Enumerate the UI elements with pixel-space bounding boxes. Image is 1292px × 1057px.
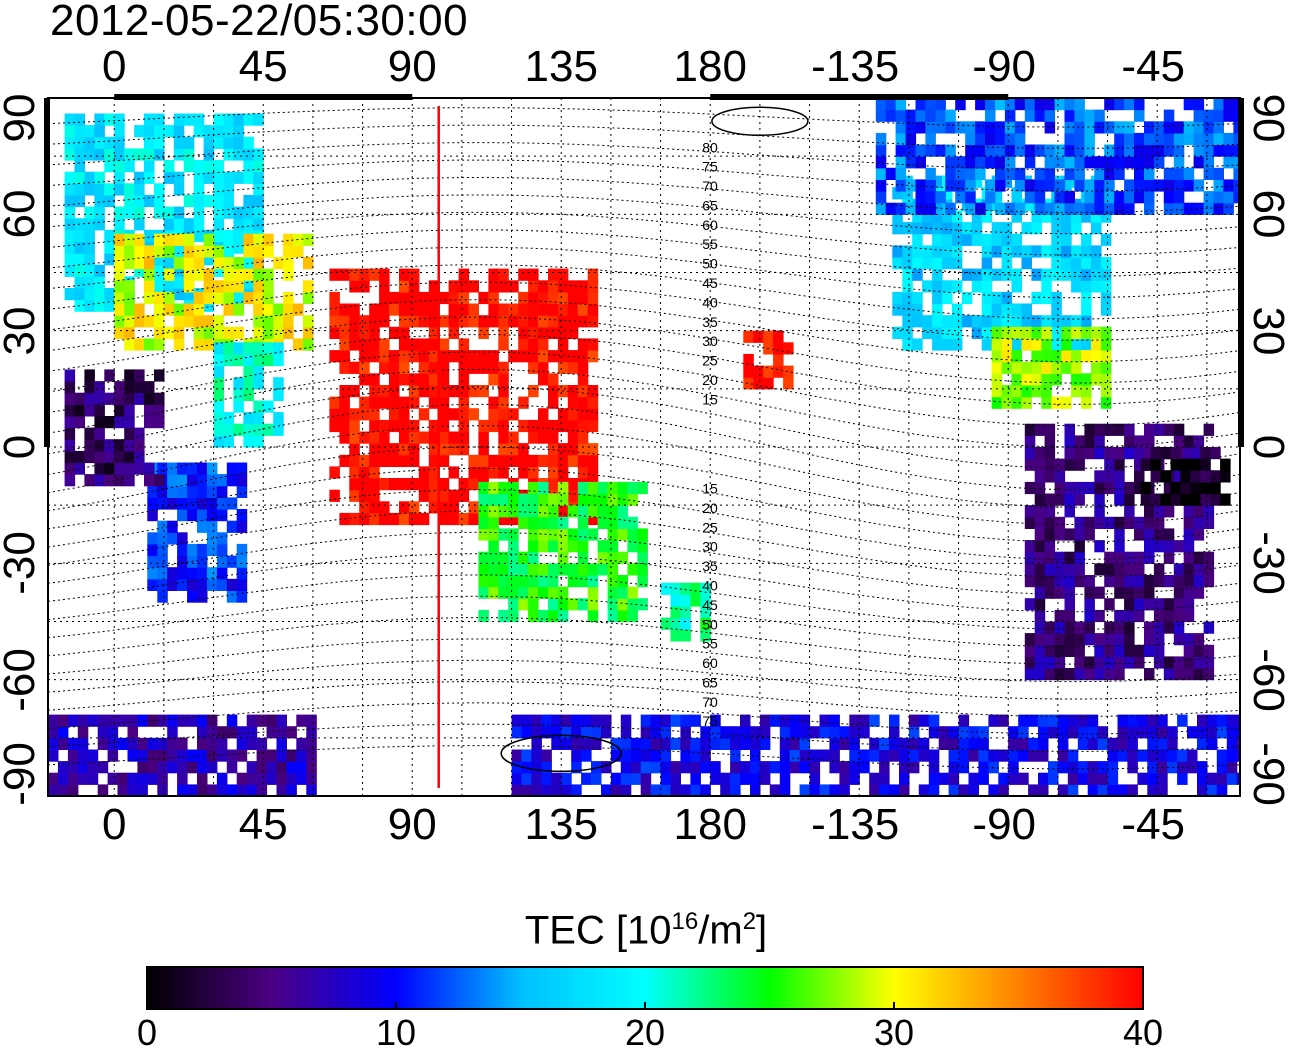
svg-text:45: 45: [702, 275, 718, 291]
tec-region: [1140, 447, 1231, 506]
svg-text:50: 50: [702, 616, 718, 632]
svg-text:50: 50: [702, 256, 718, 272]
svg-text:75: 75: [702, 159, 718, 175]
svg-text:25: 25: [702, 353, 718, 369]
tec-region: [478, 481, 648, 623]
svg-text:65: 65: [702, 674, 718, 690]
longitude-tick-label: -90: [972, 42, 1037, 91]
longitude-tick-label: 45: [238, 42, 288, 91]
svg-text:70: 70: [702, 178, 718, 194]
tec-region: [147, 462, 248, 603]
longitude-tick-label: 135: [524, 42, 598, 91]
mag-lat-labels: 8075706560555045403530252015152025303540…: [702, 139, 718, 729]
tec-region: [213, 342, 284, 448]
svg-text:55: 55: [702, 636, 718, 652]
colorbar-label: TEC [1016/m2]: [524, 908, 768, 953]
svg-text:75: 75: [702, 713, 718, 729]
timestamp-title: 2012-05-22/05:30:00: [50, 0, 469, 45]
longitude-tick-label: -45: [1121, 42, 1186, 91]
colorbar-tick-label: 40: [1122, 1012, 1164, 1053]
magnetic-latitude-contours: [48, 106, 1240, 773]
colorbar-tick-label: 20: [624, 1012, 666, 1053]
longitude-tick-label: 90: [387, 42, 437, 91]
longitude-tick-label: 180: [673, 42, 747, 91]
tec-region: [64, 369, 165, 487]
longitude-tick-label: 0: [101, 800, 127, 849]
svg-text:30: 30: [702, 539, 718, 555]
svg-text:55: 55: [702, 236, 718, 252]
colorbar-tick-label: 10: [375, 1012, 417, 1053]
gridlines: [48, 98, 1240, 796]
longitude-tick-label: -135: [811, 800, 900, 849]
longitude-tick-label: 180: [673, 800, 747, 849]
svg-text:65: 65: [702, 198, 718, 214]
colorbar-tick-label: 30: [873, 1012, 915, 1053]
longitude-tick-label: 135: [524, 800, 598, 849]
colorbar-tick-label: 0: [136, 1012, 158, 1053]
tec-region: [48, 714, 317, 796]
svg-text:30: 30: [702, 333, 718, 349]
longitude-tick-label: -135: [811, 42, 900, 91]
svg-text:70: 70: [702, 694, 718, 710]
longitude-tick-label: 45: [238, 800, 288, 849]
longitude-tick-label: 0: [101, 42, 127, 91]
tec-region: [991, 326, 1112, 409]
longitude-tick-label: -90: [972, 800, 1037, 849]
longitude-tick-label: 90: [387, 800, 437, 849]
svg-text:25: 25: [702, 519, 718, 535]
longitude-tick-label: -45: [1121, 800, 1186, 849]
tec-region: [743, 330, 794, 390]
tec-region: [114, 233, 314, 351]
tec-region: [511, 714, 1240, 796]
svg-text:45: 45: [702, 597, 718, 613]
